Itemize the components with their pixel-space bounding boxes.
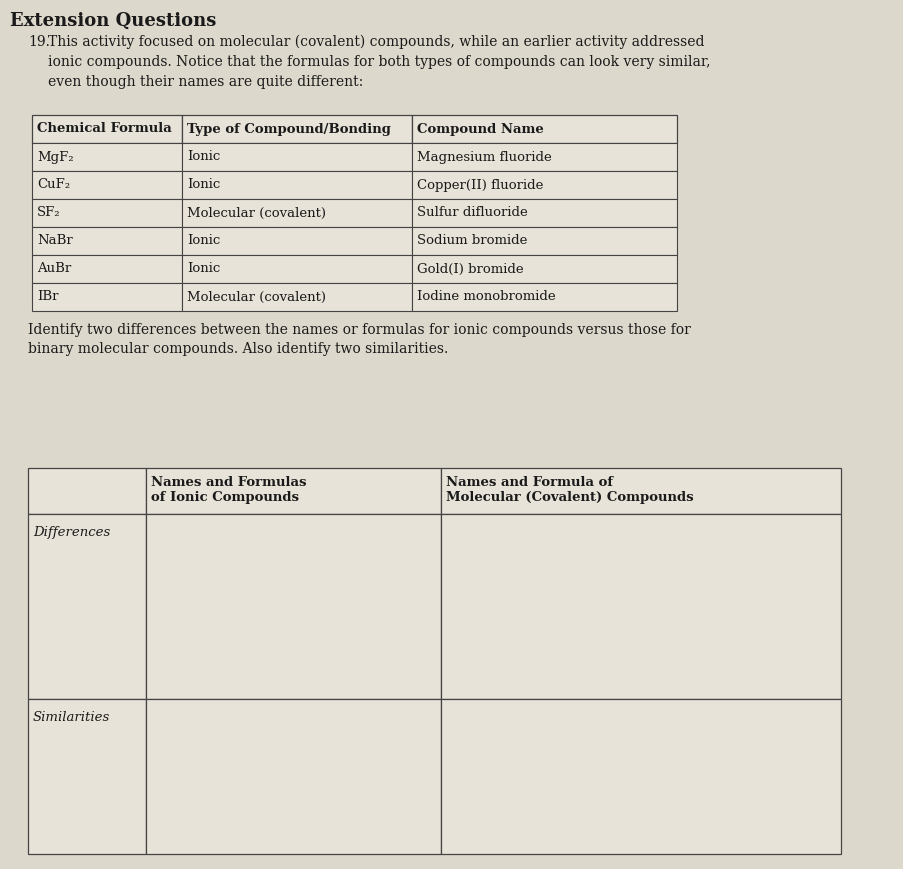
Text: Identify two differences between the names or formulas for ionic compounds versu: Identify two differences between the nam… [28,323,690,356]
Bar [32,115,182,143]
Bar [182,255,412,283]
Text: Sulfur difluoride: Sulfur difluoride [416,207,527,220]
Bar [441,514,840,699]
Text: IBr: IBr [37,290,59,303]
Bar [182,115,412,143]
Bar [32,143,182,171]
Text: Sodium bromide: Sodium bromide [416,235,526,248]
Text: Ionic: Ionic [187,262,220,275]
Bar [412,199,676,227]
Bar [32,227,182,255]
Text: Type of Compound/Bonding: Type of Compound/Bonding [187,123,390,136]
Text: Molecular (Covalent) Compounds: Molecular (Covalent) Compounds [445,491,693,504]
Bar [412,227,676,255]
Text: Iodine monobromide: Iodine monobromide [416,290,555,303]
Bar [441,699,840,854]
Bar [412,283,676,311]
Bar [32,199,182,227]
Bar [412,115,676,143]
Bar [441,468,840,514]
Bar [182,143,412,171]
Text: Ionic: Ionic [187,235,220,248]
Bar [32,255,182,283]
Text: Extension Questions: Extension Questions [10,12,216,30]
Text: Magnesium fluoride: Magnesium fluoride [416,150,551,163]
Text: 19.: 19. [28,35,50,49]
Text: Copper(II) fluoride: Copper(II) fluoride [416,178,543,191]
Text: of Ionic Compounds: of Ionic Compounds [151,491,299,504]
Text: MgF₂: MgF₂ [37,150,73,163]
Bar [146,514,441,699]
Bar [32,283,182,311]
Text: Ionic: Ionic [187,178,220,191]
Bar [412,143,676,171]
Text: Chemical Formula: Chemical Formula [37,123,172,136]
Bar [28,514,146,699]
Text: Molecular (covalent): Molecular (covalent) [187,207,326,220]
Text: Molecular (covalent): Molecular (covalent) [187,290,326,303]
Bar [182,171,412,199]
Text: This activity focused on molecular (covalent) compounds, while an earlier activi: This activity focused on molecular (cova… [48,35,710,90]
Bar [412,255,676,283]
Bar [28,699,146,854]
Text: SF₂: SF₂ [37,207,61,220]
Text: Differences: Differences [33,526,110,539]
Text: CuF₂: CuF₂ [37,178,70,191]
Text: Compound Name: Compound Name [416,123,543,136]
Bar [146,468,441,514]
Text: AuBr: AuBr [37,262,71,275]
Text: Gold(I) bromide: Gold(I) bromide [416,262,523,275]
Text: Names and Formulas: Names and Formulas [151,476,306,489]
Bar [182,283,412,311]
Bar [28,468,146,514]
Bar [182,227,412,255]
Text: NaBr: NaBr [37,235,72,248]
Bar [146,699,441,854]
Bar [412,171,676,199]
Text: Ionic: Ionic [187,150,220,163]
Bar [32,171,182,199]
Text: Similarities: Similarities [33,711,110,724]
Bar [182,199,412,227]
Text: Names and Formula of: Names and Formula of [445,476,612,489]
